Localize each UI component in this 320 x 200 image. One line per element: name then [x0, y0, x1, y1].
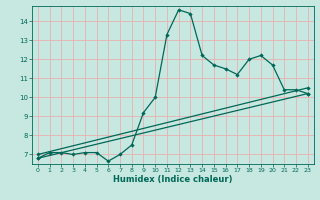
X-axis label: Humidex (Indice chaleur): Humidex (Indice chaleur)	[113, 175, 233, 184]
